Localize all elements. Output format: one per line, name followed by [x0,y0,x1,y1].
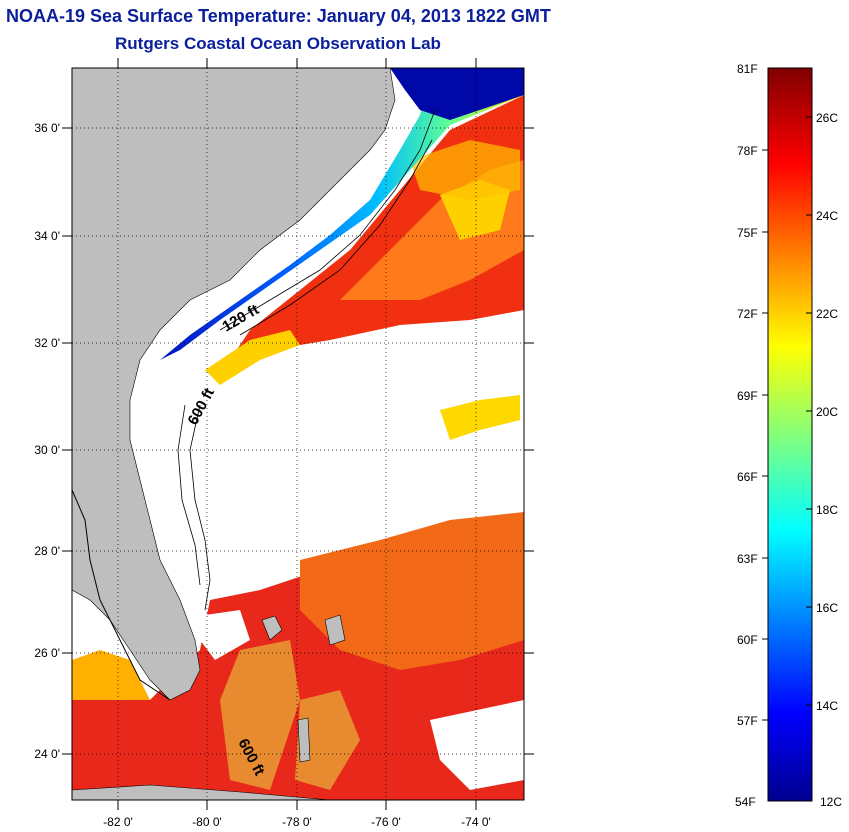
colorbar-f-label: 75F [737,226,758,240]
colorbar-f-label: 72F [737,307,758,321]
island [261,615,283,641]
island [297,717,311,763]
colorbar-f-label: 60F [737,633,758,647]
axis-ticks [62,58,534,810]
colorbar-c-label: 20C [816,405,838,419]
lon-label: -76 0' [371,815,401,829]
cuba-landmass [72,784,331,800]
colorbar-c-label: 12C [820,795,842,809]
cold-water-north [390,68,524,120]
bathymetry-contour-120ft [177,404,201,586]
bahamas-bank-water [220,640,300,790]
lat-label: 32 0' [34,336,60,350]
landmass-southeast-us [72,68,396,701]
lon-label: -82 0' [103,815,133,829]
southern-orange-water [300,512,524,670]
lon-label: -74 0' [461,815,491,829]
colorbar-c-label: 22C [816,307,838,321]
lat-label: 26 0' [34,646,60,660]
bahamas-bank-water-2 [295,690,360,790]
cloud-patch [430,700,524,790]
colorbar-f-label: 69F [737,389,758,403]
lon-label: -78 0' [282,815,312,829]
colorbar-c-label: 18C [816,503,838,517]
lat-label: 34 0' [34,229,60,243]
lat-label: 30 0' [34,443,60,457]
colorbar-f-ticks [762,149,768,721]
sst-patch [440,395,520,440]
bathymetry-contour-600ft [189,404,211,611]
map-area [72,68,524,800]
colorbar-f-label: 81F [737,62,758,76]
map-subtitle: Rutgers Coastal Ocean Observation Lab [115,34,441,53]
colorbar [767,67,813,802]
lat-label: 36 0' [34,121,60,135]
map-title: NOAA-19 Sea Surface Temperature: January… [6,6,551,26]
colorbar-f-label: 78F [737,144,758,158]
colorbar-c-ticks [806,116,812,706]
colorbar-c-label: 14C [816,699,838,713]
colorbar-c-label: 26C [816,111,838,125]
colorbar-f-label: 63F [737,552,758,566]
gulf-coastline [72,489,171,701]
gulf-warm-water [72,650,150,700]
cloud-patch [200,610,250,660]
lat-label: 24 0' [34,747,60,761]
coastal-cool-water [160,68,524,360]
bathymetry-contour-shelf [219,109,436,331]
colorbar-f-label: 57F [737,714,758,728]
colorbar-f-label: 54F [735,795,756,809]
lat-label: 28 0' [34,544,60,558]
colorbar-c-label: 24C [816,209,838,223]
bathymetry-contour-shelf-2 [239,139,433,336]
island [324,614,346,646]
warm-water-yellow-patch-2 [410,140,520,200]
lon-label: -80 0' [192,815,222,829]
colorbar-f-label: 66F [737,470,758,484]
map-frame [71,67,525,801]
sst-patch [205,330,300,385]
graticule [72,68,524,800]
colorbar-c-label: 16C [816,601,838,615]
